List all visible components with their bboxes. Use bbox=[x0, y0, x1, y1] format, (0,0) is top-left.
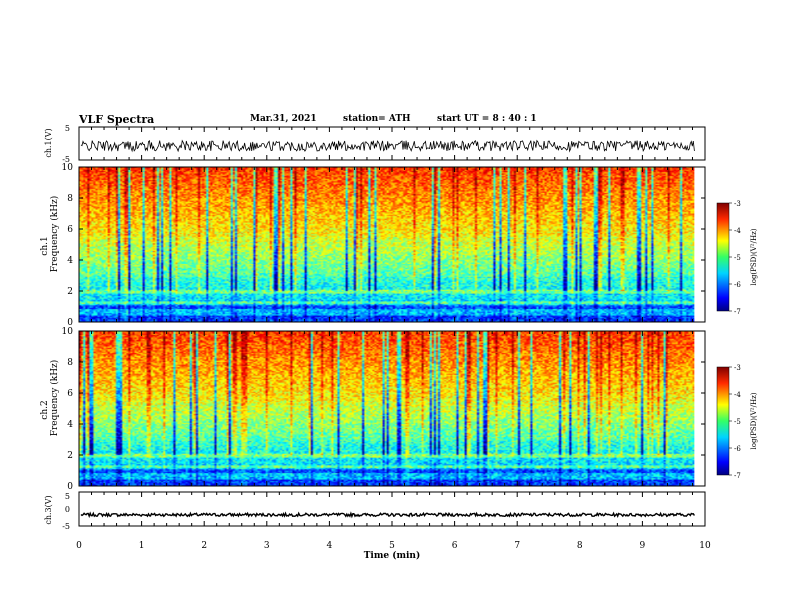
date-label: Mar.31, 2021 bbox=[250, 114, 317, 124]
ch1-waveform-ylabel: ch.1(V) bbox=[44, 128, 53, 157]
time-axis-labels: 0 1 2 3 4 5 6 7 8 9 10 bbox=[76, 541, 711, 551]
ch2-colorbar: -3 -4 -5 -6 -7 log(PSD)(V²/Hz) bbox=[716, 364, 758, 480]
ch1-colorbar-tick-label-4: -7 bbox=[734, 308, 741, 316]
ch1-ytick-bottom: -5 bbox=[62, 155, 70, 164]
ch1-freq-ytick-label-5: 10 bbox=[62, 163, 74, 173]
ch1-freq-ytick-label-0: 0 bbox=[67, 318, 73, 328]
ch3-waveform-trace bbox=[80, 511, 695, 519]
time-tick-label-2: 2 bbox=[201, 541, 207, 551]
ch2-freq-ylabel: Frequency (kHz) bbox=[49, 360, 60, 437]
ch1-colorbar-tick-label-3: -6 bbox=[734, 281, 741, 289]
time-axis-label: Time (min) bbox=[364, 550, 421, 561]
ch1-freq-ytick-label-2: 4 bbox=[67, 256, 73, 266]
ch1-freq-ytick-label-3: 6 bbox=[67, 225, 73, 235]
ch1-freq-ylabel: Frequency (kHz) bbox=[49, 196, 60, 273]
start-time-label: start UT = 8 : 40 : 1 bbox=[437, 114, 537, 124]
ch1-colorbar-tick-label-1: -4 bbox=[734, 227, 741, 235]
ch1-waveform-trace bbox=[80, 139, 695, 153]
ch3-ytick-mid: 0 bbox=[65, 505, 70, 514]
ch2-freq-ytick-label-0: 0 bbox=[67, 482, 73, 492]
time-tick-label-5: 5 bbox=[389, 541, 395, 551]
time-tick-label-7: 7 bbox=[514, 541, 520, 551]
ch2-freq-ytick-label-2: 4 bbox=[67, 420, 73, 430]
time-tick-label-4: 4 bbox=[327, 541, 333, 551]
time-tick-label-9: 9 bbox=[640, 541, 646, 551]
ch2-colorbar-tick-label-2: -5 bbox=[734, 418, 741, 426]
ch2-colorbar-tick-label-1: -4 bbox=[734, 391, 741, 399]
ch3-ytick-top: 5 bbox=[65, 492, 70, 501]
time-tick-label-0: 0 bbox=[76, 541, 82, 551]
time-tick-label-6: 6 bbox=[452, 541, 458, 551]
ch1-waveform-panel: 5 -5 ch.1(V) bbox=[44, 124, 706, 164]
ch2-spectrogram-panel: 0 2 4 6 8 10 ch.2 Frequency (kHz) bbox=[40, 327, 706, 492]
ch1-spectrogram-image bbox=[79, 167, 705, 322]
time-axis-ticks bbox=[78, 127, 706, 526]
chart-title: VLF Spectra bbox=[79, 113, 155, 126]
ch2-freq-ytick-label-3: 6 bbox=[67, 389, 73, 399]
ch1-ytick-top: 5 bbox=[65, 124, 70, 133]
ch1-colorbar: -3 -4 -5 -6 -7 log(PSD)(V²/Hz) bbox=[716, 200, 758, 316]
ch1-spectrogram-panel: 0 2 4 6 8 10 ch.1 Frequency (kHz) bbox=[40, 163, 706, 328]
ch1-colorbar-label: log(PSD)(V²/Hz) bbox=[750, 228, 758, 285]
time-tick-label-8: 8 bbox=[577, 541, 583, 551]
ch2-colorbar-tick-label-3: -6 bbox=[734, 445, 741, 453]
time-tick-label-10: 10 bbox=[699, 541, 711, 551]
ch2-spectrogram-image bbox=[79, 331, 705, 486]
time-tick-label-1: 1 bbox=[139, 541, 145, 551]
ch3-waveform-panel: 5 0 -5 ch.3(V) bbox=[44, 491, 706, 531]
ch1-freq-ytick-label-4: 8 bbox=[67, 194, 73, 204]
ch2-channel-label: ch.2 bbox=[40, 400, 50, 419]
time-tick-label-3: 3 bbox=[264, 541, 270, 551]
ch2-freq-ytick-label-5: 10 bbox=[62, 327, 74, 337]
ch1-colorbar-tick-label-0: -3 bbox=[734, 200, 741, 208]
ch2-colorbar-label: log(PSD)(V²/Hz) bbox=[750, 392, 758, 449]
ch2-freq-ytick-label-1: 2 bbox=[67, 451, 73, 461]
ch1-channel-label: ch.1 bbox=[40, 236, 50, 255]
ch2-colorbar-tick-label-4: -7 bbox=[734, 472, 741, 480]
ch3-waveform-ylabel: ch.3(V) bbox=[44, 495, 53, 524]
station-label: station= ATH bbox=[343, 114, 411, 124]
ch1-freq-ytick-label-1: 2 bbox=[67, 287, 73, 297]
ch1-colorbar-tick-label-2: -5 bbox=[734, 254, 741, 262]
ch3-ytick-bottom: -5 bbox=[62, 522, 70, 531]
ch2-colorbar-tick-label-0: -3 bbox=[734, 364, 741, 372]
ch2-freq-ytick-label-4: 8 bbox=[67, 358, 73, 368]
